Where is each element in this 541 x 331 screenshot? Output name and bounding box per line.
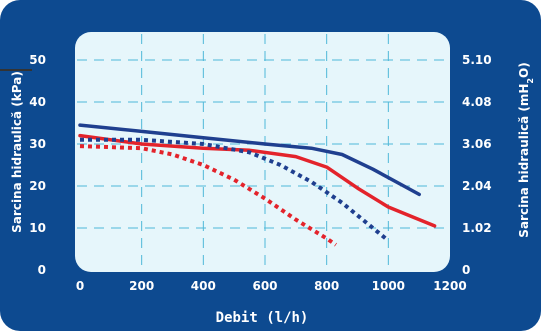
y-axis-label-right: Sarcina hidraulică (mH2O)	[517, 62, 535, 237]
x-tick-label-200: 200	[129, 279, 154, 293]
y-right-tick-label-6: 5.10	[462, 53, 492, 67]
y-left-tick-label-0: 0	[38, 263, 46, 277]
y-left-tick-label-50: 50	[29, 53, 46, 67]
x-tick-label-600: 600	[252, 279, 277, 293]
y-right-tick-label-1: 0	[462, 263, 470, 277]
y-right-tick-labels: 0 1.02 2.04 3.06 4.08 5.10	[462, 53, 492, 277]
y-left-tick-label-10: 10	[29, 221, 46, 235]
series-3-line	[80, 137, 390, 243]
series-4-line	[79, 144, 338, 247]
y-axis-label-right-main: Sarcina hidraulică (mH	[517, 84, 531, 238]
y-left-tick-label-30: 30	[29, 137, 46, 151]
y-right-tick-label-2: 1.02	[462, 221, 492, 235]
y-left-tick-label-40: 40	[29, 95, 46, 109]
y-left-tick-label-20: 20	[29, 179, 46, 193]
x-tick-labels: 0 200 400 600 800 1000 1200	[76, 279, 467, 293]
x-axis-label: Debit (l/h)	[216, 310, 309, 326]
x-tick-label-1200: 1200	[433, 279, 466, 293]
y-right-tick-label-3: 2.04	[462, 179, 492, 193]
y-axis-label-right-sub: 2	[526, 78, 535, 84]
y-right-tick-label-4: 3.06	[462, 137, 492, 151]
series-group	[78, 123, 437, 247]
x-tick-label-400: 400	[191, 279, 216, 293]
y-axis-label-left: Sarcina hidraulică (kPa)	[10, 71, 24, 233]
x-tick-label-800: 800	[314, 279, 339, 293]
y-axis-label-right-tail: O)	[517, 62, 531, 78]
x-tick-label-1000: 1000	[372, 279, 405, 293]
grid-lines	[77, 34, 448, 270]
y-left-tick-labels: 0 10 20 30 40 50	[29, 53, 46, 277]
y-right-tick-label-5: 4.08	[462, 95, 492, 109]
x-tick-label-0: 0	[76, 279, 84, 293]
series-2-line	[78, 133, 437, 228]
series-1-line	[78, 123, 421, 197]
